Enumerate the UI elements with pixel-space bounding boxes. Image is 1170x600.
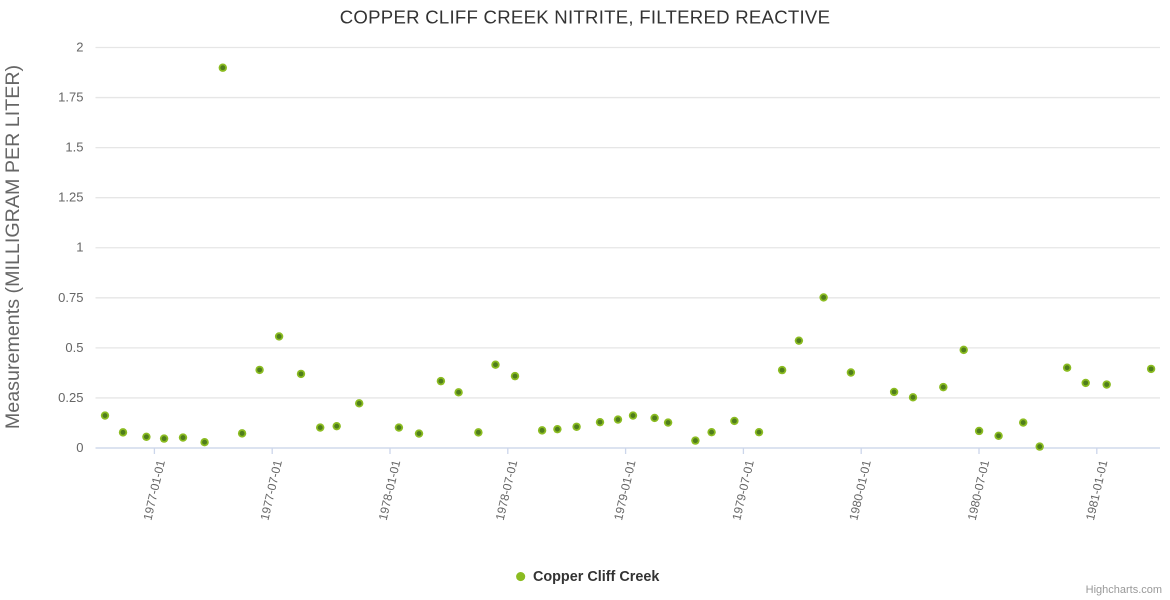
svg-text:0: 0 <box>76 440 83 455</box>
svg-text:1.75: 1.75 <box>58 90 83 105</box>
svg-text:2: 2 <box>76 40 83 55</box>
svg-text:1.5: 1.5 <box>65 140 83 155</box>
svg-text:1.25: 1.25 <box>58 190 83 205</box>
svg-text:0.5: 0.5 <box>65 340 83 355</box>
svg-text:0.75: 0.75 <box>58 290 83 305</box>
svg-text:1: 1 <box>76 240 83 255</box>
svg-text:0.25: 0.25 <box>58 390 83 405</box>
